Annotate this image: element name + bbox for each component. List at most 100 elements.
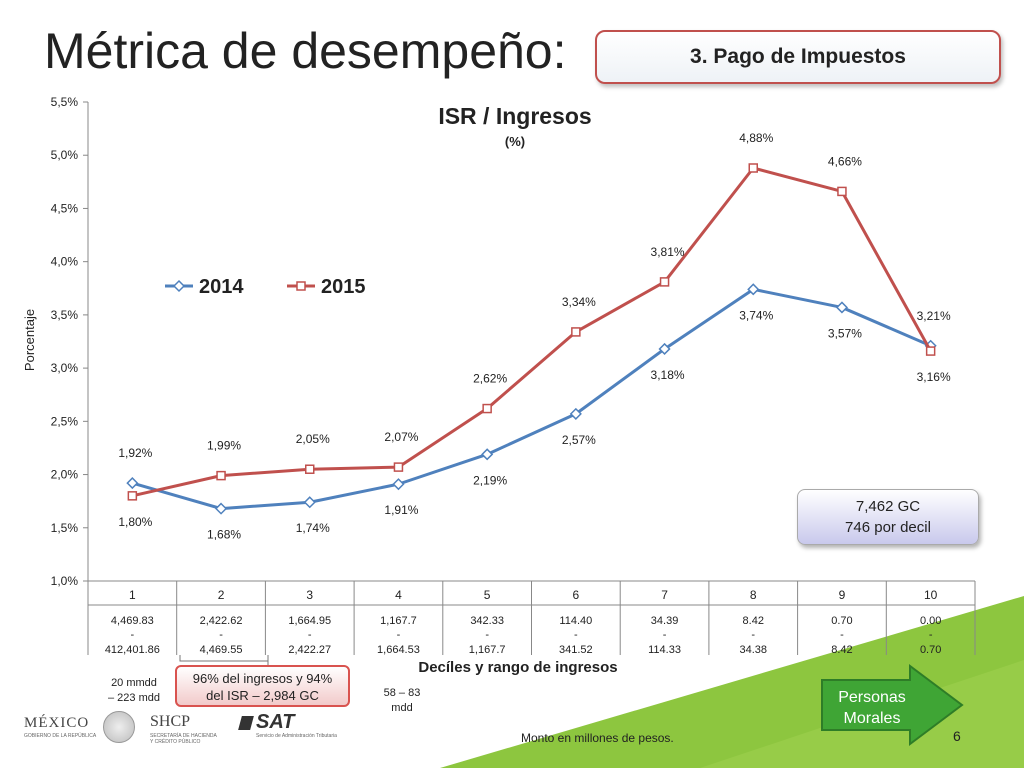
personas-morales-line1: Personas bbox=[838, 689, 906, 706]
y-tick-label: 4,5% bbox=[51, 201, 79, 215]
data-point-2015 bbox=[305, 464, 315, 474]
range-lower: 341.52 bbox=[559, 644, 593, 656]
range-upper: 342.33 bbox=[470, 615, 504, 627]
x-tick-label: 4 bbox=[395, 588, 402, 602]
y-tick-label: 4,0% bbox=[51, 255, 79, 269]
range-lower: 8.42 bbox=[831, 644, 852, 656]
data-point-2014 bbox=[835, 301, 849, 314]
range-upper: 0.00 bbox=[920, 615, 941, 627]
data-point-2014 bbox=[392, 478, 405, 491]
data-point-2015 bbox=[925, 346, 936, 356]
personas-morales-arrow-button[interactable] bbox=[818, 664, 966, 746]
mid-range-note: 58 – 83 mdd bbox=[370, 686, 434, 716]
y-tick-label: 5,0% bbox=[51, 148, 79, 162]
mexico-logo: MÉXICO bbox=[24, 715, 90, 731]
legend-marker bbox=[172, 279, 186, 293]
data-label-2015: 3,81% bbox=[651, 245, 685, 259]
personas-morales-line2: Morales bbox=[843, 710, 901, 727]
range-lower: 114.33 bbox=[648, 644, 681, 656]
seal-icon bbox=[103, 711, 135, 743]
y-tick-label: 2,5% bbox=[51, 414, 79, 428]
data-label-2014: 3,74% bbox=[739, 308, 773, 322]
range-separator: - bbox=[663, 629, 667, 641]
decile-count-line2: 746 por decil bbox=[845, 519, 931, 536]
data-point-2014 bbox=[126, 477, 139, 490]
range-upper: 1,167.7 bbox=[380, 615, 417, 627]
y-tick-label: 5,5% bbox=[51, 95, 79, 109]
left-range-line2: – 223 mdd bbox=[108, 692, 160, 704]
range-lower: 2,422.27 bbox=[288, 644, 331, 656]
data-label-2014: 2,57% bbox=[562, 433, 596, 447]
shcp-logo-sub: SECRETARÍA DE HACIENDA Y CRÉDITO PÚBLICO bbox=[150, 733, 217, 745]
data-label-2014: 3,18% bbox=[651, 368, 685, 382]
y-tick-label: 1,0% bbox=[51, 574, 79, 588]
decile-count-line1: 7,462 GC bbox=[855, 498, 921, 515]
left-range-note: 20 mmdd – 223 mdd bbox=[94, 676, 174, 706]
data-label-2015: 1,80% bbox=[118, 515, 152, 529]
data-point-2015 bbox=[837, 186, 847, 197]
data-point-2014 bbox=[303, 496, 316, 509]
x-tick-label: 3 bbox=[306, 588, 313, 602]
range-upper: 1,664.95 bbox=[288, 615, 331, 627]
data-label-2014: 1,92% bbox=[118, 446, 152, 460]
range-lower: 34.38 bbox=[739, 644, 767, 656]
mexico-logo-sub: GOBIERNO DE LA REPÚBLICA bbox=[24, 733, 97, 739]
data-label-2014: 1,74% bbox=[296, 521, 330, 535]
range-separator: - bbox=[131, 629, 135, 641]
range-lower: 412,401.86 bbox=[105, 644, 160, 656]
data-point-2014 bbox=[214, 502, 228, 515]
y-tick-label: 3,5% bbox=[51, 308, 79, 322]
x-tick-label: 8 bbox=[750, 588, 757, 602]
top-share-box: 96% del ingresos y 94% del ISR – 2,984 G… bbox=[175, 665, 350, 707]
legend-entry: 2014 bbox=[199, 276, 244, 298]
range-separator: - bbox=[397, 629, 401, 641]
sat-logo: SAT bbox=[256, 711, 295, 733]
x-tick-label: 10 bbox=[924, 588, 938, 602]
range-upper: 114.40 bbox=[559, 615, 592, 627]
range-upper: 2,422.62 bbox=[200, 615, 243, 627]
x-tick-label: 2 bbox=[218, 588, 225, 602]
data-point-2015 bbox=[127, 491, 138, 501]
data-point-2015 bbox=[748, 163, 758, 173]
y-tick-label: 3,0% bbox=[51, 361, 79, 375]
range-separator: - bbox=[929, 629, 933, 641]
y-axis-label: Porcentaje bbox=[22, 309, 37, 371]
chart-title: ISR / Ingresos bbox=[438, 103, 591, 129]
range-lower: 0.70 bbox=[920, 644, 941, 656]
data-point-2015 bbox=[659, 277, 670, 287]
data-label-2015: 2,05% bbox=[296, 432, 330, 446]
data-point-2015 bbox=[482, 403, 492, 414]
top-share-line2: del ISR – 2,984 GC bbox=[206, 688, 319, 703]
y-tick-label: 2,0% bbox=[51, 468, 79, 482]
data-label-2015: 2,62% bbox=[473, 372, 507, 386]
data-point-2015 bbox=[393, 462, 404, 472]
data-label-2014: 3,21% bbox=[917, 309, 951, 323]
chart-range-table: 1 4,469.83 - 412,401.86 2 2,422.62 - 4,469.55 3 1… bbox=[87, 581, 976, 656]
data-label-2014: 3,57% bbox=[828, 326, 862, 340]
data-point-2014 bbox=[747, 283, 760, 296]
range-separator: - bbox=[308, 629, 312, 641]
series-line-2015 bbox=[132, 166, 932, 498]
chart-subtitle: (%) bbox=[505, 134, 525, 149]
top-share-line1: 96% del ingresos y 94% bbox=[192, 671, 333, 686]
y-tick-label: 1,5% bbox=[51, 521, 79, 535]
data-label-2014: 1,91% bbox=[384, 503, 418, 517]
chart-legend: 2014 2015 bbox=[165, 276, 366, 298]
range-separator: - bbox=[751, 629, 755, 641]
legend-marker bbox=[296, 281, 306, 291]
data-label-2015: 3,34% bbox=[562, 295, 596, 309]
data-point-2015 bbox=[571, 327, 581, 337]
personas-morales-label[interactable]: Personas Morales bbox=[822, 687, 922, 729]
page-number: 6 bbox=[953, 728, 961, 744]
chart-data-labels: 1,92% 1,80% 1,68% 1,99% 1,74% 2,05% 1,91% 2,07%… bbox=[118, 131, 951, 542]
data-label-2015: 1,99% bbox=[207, 439, 241, 453]
range-separator: - bbox=[840, 629, 844, 641]
data-label-2014: 2,19% bbox=[473, 473, 507, 487]
range-separator: - bbox=[219, 629, 223, 641]
x-tick-label: 5 bbox=[484, 588, 491, 602]
range-upper: 8.42 bbox=[743, 615, 764, 627]
section-label-button[interactable]: 3. Pago de Impuestos bbox=[595, 30, 1001, 84]
x-tick-label: 6 bbox=[573, 588, 580, 602]
data-point-2014 bbox=[481, 448, 494, 461]
